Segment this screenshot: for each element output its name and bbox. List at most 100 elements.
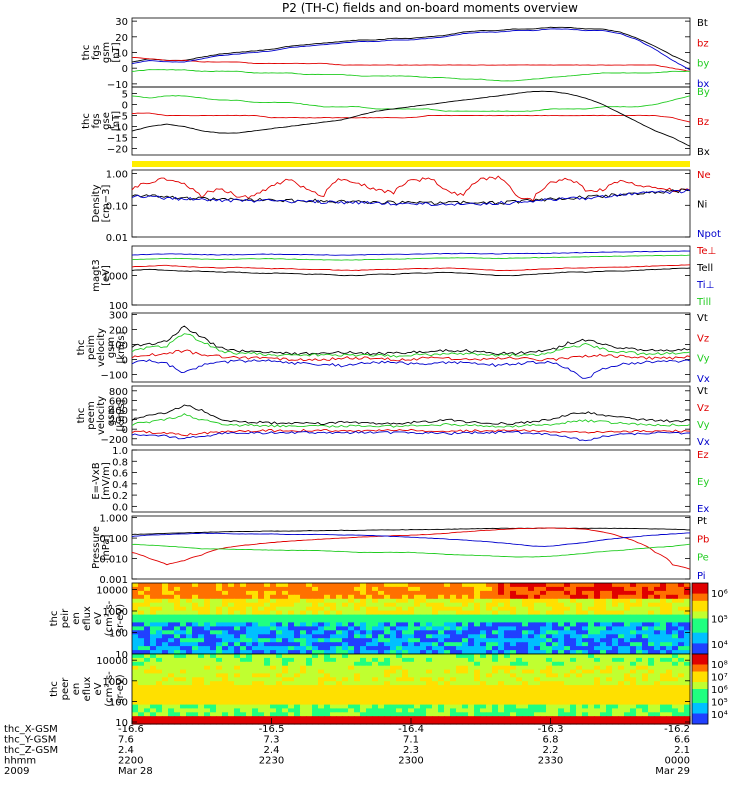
spectrogram-cell: [564, 646, 571, 651]
y-tick-label: 1000: [103, 607, 128, 618]
spectrogram-cell: [462, 586, 469, 592]
spectrogram-cell: [474, 606, 481, 612]
spectrogram-cell: [516, 642, 523, 647]
spectrogram-cell: [648, 610, 655, 616]
spectrogram-cell: [588, 681, 595, 686]
spectrogram-cell: [348, 657, 355, 663]
spectrogram-cell: [636, 673, 643, 678]
spectrogram-cell: [504, 692, 511, 698]
spectrogram-cell: [240, 642, 247, 647]
spectrogram-cell: [396, 602, 403, 608]
spectrogram-cell: [540, 602, 547, 608]
spectrogram-cell: [624, 638, 631, 643]
spectrogram-cell: [546, 692, 553, 698]
spectrogram-cell: [654, 716, 661, 721]
spectrogram-cell: [504, 661, 511, 667]
spectrogram-cell: [546, 610, 553, 616]
panel-frame: [131, 312, 691, 383]
spectrogram-cell: [192, 681, 199, 686]
spectrogram-cell: [342, 642, 349, 647]
spectrogram-cell: [534, 689, 541, 694]
spectrogram-cell: [684, 638, 691, 643]
spectrogram-cell: [174, 692, 181, 698]
spectrogram-cell: [276, 630, 283, 635]
spectrogram-cell: [564, 712, 571, 717]
spectrogram-cell: [588, 626, 595, 631]
spectrogram-cell: [498, 610, 505, 616]
spectrogram-cell: [234, 716, 241, 721]
spectrogram-cell: [396, 583, 403, 588]
spectrogram-cell: [162, 622, 169, 627]
spectrogram-cell: [360, 602, 367, 608]
spectrogram-cell: [144, 586, 151, 592]
spectrogram-cell: [294, 669, 301, 675]
spectrogram-cell: [330, 602, 337, 608]
spectrogram-cell: [348, 673, 355, 678]
spectrogram-cell: [234, 606, 241, 612]
spectrogram-cell: [210, 618, 217, 623]
spectrogram-cell: [234, 704, 241, 710]
spectrogram-cell: [204, 586, 211, 592]
spectrogram-cell: [264, 673, 271, 678]
spectrogram-cell: [174, 700, 181, 706]
spectrogram-cell: [138, 618, 145, 623]
spectrogram-cell: [330, 657, 337, 663]
panel-frame: [131, 515, 691, 580]
spectrogram-cell: [486, 700, 493, 706]
panel-ylabel: eflux: [82, 606, 93, 631]
spectrogram-cell: [432, 720, 439, 725]
spectrogram-cell: [570, 665, 577, 671]
spectrogram-cell: [636, 606, 643, 612]
spectrogram-cell: [504, 630, 511, 635]
spectrogram-cell: [420, 638, 427, 643]
spectrogram-cell: [354, 673, 361, 678]
spectrogram-cell: [528, 586, 535, 592]
spectrogram-cell: [162, 654, 169, 659]
spectrogram-cell: [570, 681, 577, 686]
spectrogram-cell: [456, 708, 463, 713]
spectrogram-cell: [402, 689, 409, 694]
spectrogram-cell: [294, 720, 301, 725]
spectrogram-cell: [270, 716, 277, 721]
spectrogram-cell: [132, 673, 139, 678]
spectrogram-cell: [522, 669, 529, 675]
spectrogram-cell: [318, 677, 325, 682]
spectrogram-cell: [390, 638, 397, 643]
spectrogram-cell: [630, 602, 637, 608]
spectrogram-cell: [684, 622, 691, 627]
spectrogram-cell: [324, 700, 331, 706]
colorbar-frame: [691, 653, 709, 725]
spectrogram-cell: [426, 614, 433, 620]
spectrogram-cell: [552, 700, 559, 706]
spectrogram-cell: [234, 586, 241, 592]
spectrogram-cell: [498, 669, 505, 675]
colorbar-swatch: [692, 699, 708, 704]
spectrogram-cell: [348, 630, 355, 635]
panel-ylabel: en: [71, 612, 82, 625]
spectrogram-cell: [390, 606, 397, 612]
spectrogram-cell: [582, 669, 589, 675]
colorbar-swatch: [692, 710, 708, 714]
spectrogram-cell: [612, 657, 619, 663]
y-tick-label: 10: [115, 650, 128, 661]
spectrogram-cell: [372, 689, 379, 694]
spectrogram-cell: [642, 650, 649, 655]
spectrogram-cell: [570, 586, 577, 592]
spectrogram-cell: [300, 590, 307, 596]
spectrogram-cell: [186, 673, 193, 678]
spectrogram-cell: [360, 583, 367, 588]
spectrogram-cell: [192, 622, 199, 627]
spectrogram-cell: [456, 673, 463, 678]
spectrogram-cell: [342, 665, 349, 671]
spectrogram-cell: [378, 704, 385, 710]
spectrogram-cell: [240, 618, 247, 623]
colorbar-swatch: [692, 654, 708, 658]
spectrogram-cell: [252, 646, 259, 651]
spectrogram-cell: [594, 602, 601, 608]
spectrogram-cell: [630, 696, 637, 702]
spectrogram-cell: [408, 704, 415, 710]
spectrogram-cell: [144, 654, 151, 659]
spectrogram-cell: [336, 657, 343, 663]
spectrogram-cell: [576, 618, 583, 623]
spectrogram-cell: [138, 650, 145, 655]
